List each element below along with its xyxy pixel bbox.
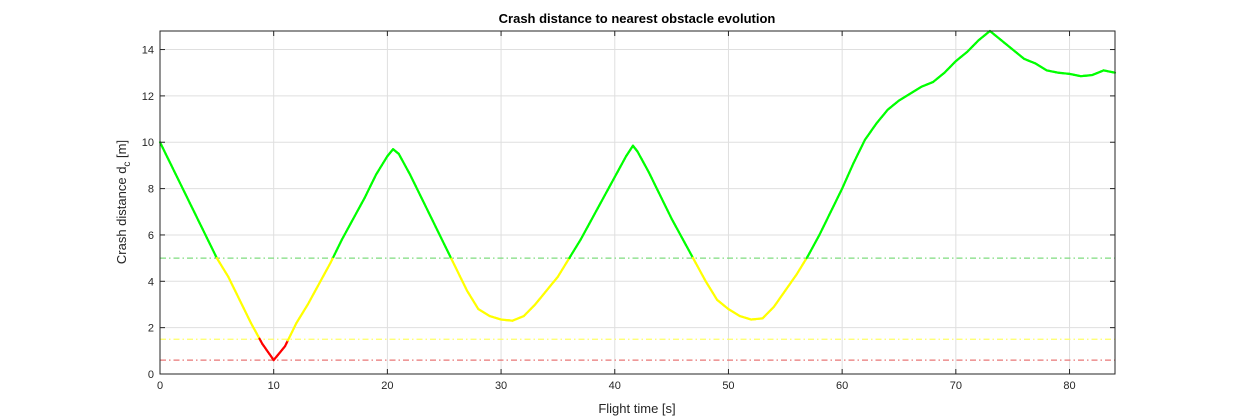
x-tick-label: 0 — [157, 380, 163, 392]
x-tick-label: 40 — [609, 380, 621, 392]
y-tick-label: 0 — [148, 369, 154, 381]
y-tick-label: 4 — [148, 276, 154, 288]
y-tick-label: 14 — [142, 45, 154, 57]
y-axis-label-main: Crash distance d — [114, 167, 129, 265]
y-axis-label-unit: [m] — [114, 140, 129, 162]
y-tick-label: 10 — [142, 137, 154, 149]
plot-area-frame — [159, 30, 1116, 375]
y-axis-label-subscript: c — [122, 162, 133, 167]
y-tick-label: 12 — [142, 91, 154, 103]
crash-distance-line — [158, 29, 1117, 362]
y-axis-ticks: 0 2 4 6 8 10 12 14 — [142, 45, 1115, 381]
y-tick-label: 6 — [148, 230, 154, 242]
x-tick-label: 50 — [722, 380, 734, 392]
x-tick-label: 60 — [836, 380, 848, 392]
x-axis-ticks: 0 10 20 30 40 50 60 70 80 — [157, 31, 1076, 392]
x-axis-label: Flight time [s] — [598, 401, 675, 416]
x-tick-label: 20 — [381, 380, 393, 392]
y-tick-label: 8 — [148, 184, 154, 196]
y-tick-label: 2 — [148, 323, 154, 335]
x-tick-label: 30 — [495, 380, 507, 392]
y-axis-label: Crash distance dc [m] — [114, 140, 133, 264]
chart-title: Crash distance to nearest obstacle evolu… — [499, 11, 776, 26]
x-tick-label: 70 — [950, 380, 962, 392]
plot-area-background — [160, 31, 1115, 374]
x-tick-label: 10 — [268, 380, 280, 392]
threshold-lines — [160, 257, 1115, 361]
x-tick-label: 80 — [1063, 380, 1075, 392]
